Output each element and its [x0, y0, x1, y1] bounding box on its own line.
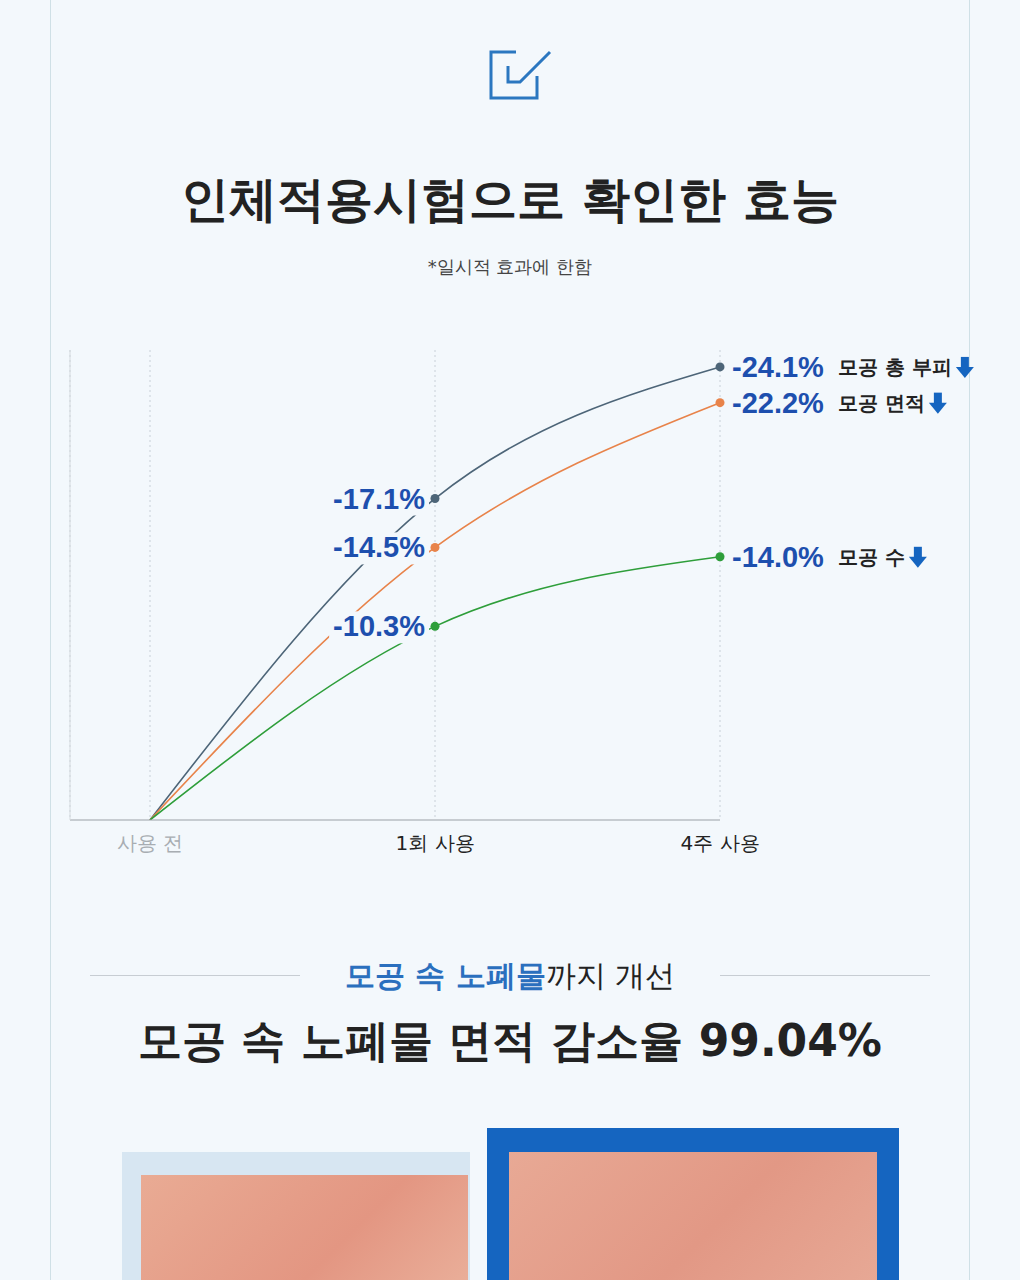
svg-text:-17.1%: -17.1% — [333, 483, 425, 515]
html-text:*일시적 효과에 한함: *일시적 효과에 한함 — [427, 256, 593, 277]
svg-text:모공 수: 모공 수 — [838, 545, 905, 569]
svg-text:-14.5%: -14.5% — [333, 531, 425, 563]
html-text:모공 속 노폐물 면적 감소율 99.04%: 모공 속 노폐물 면적 감소율 99.04% — [138, 1015, 882, 1066]
svg-text:-14.0%: -14.0% — [732, 541, 824, 573]
svg-text:4주 사용: 4주 사용 — [680, 831, 759, 855]
svg-text:-10.3%: -10.3% — [333, 610, 425, 642]
svg-text:1회 사용: 1회 사용 — [395, 831, 474, 855]
html-text:모공 속 노폐물까지 개선: 모공 속 노폐물까지 개선 — [344, 958, 676, 993]
svg-text:모공 총 부피: 모공 총 부피 — [838, 355, 952, 379]
svg-text:-22.2%: -22.2% — [732, 387, 824, 419]
svg-text:모공 면적: 모공 면적 — [838, 391, 925, 415]
svg-text:-24.1%: -24.1% — [732, 351, 824, 383]
html-text:인체적용시험으로 확인한 효능: 인체적용시험으로 확인한 효능 — [181, 171, 839, 227]
svg-text:사용 전: 사용 전 — [117, 831, 183, 855]
